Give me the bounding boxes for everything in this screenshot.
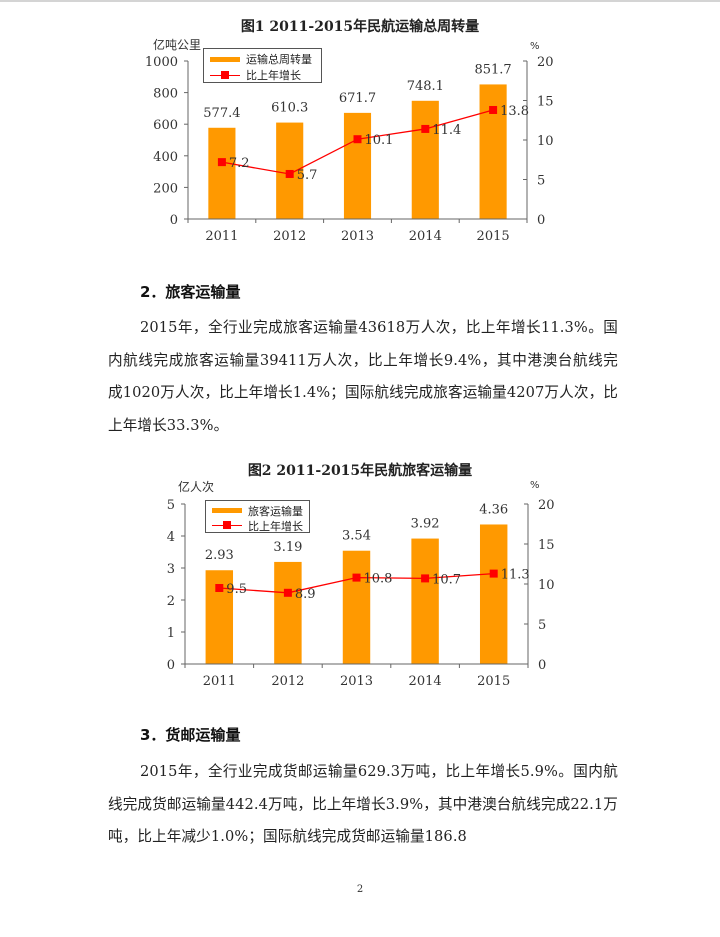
left-axis-unit: 亿人次: [178, 480, 215, 494]
left-axis-tick-label: 3: [167, 562, 175, 577]
bar: [208, 127, 236, 219]
left-axis-tick-label: 4: [167, 530, 175, 545]
line-marker: [283, 588, 292, 597]
line-marker-swatch-icon: [210, 70, 240, 80]
bar-swatch-icon: [212, 508, 242, 513]
right-axis-tick-label: 5: [538, 618, 546, 633]
chart-title: 图2 2011-2015年民航旅客运输量: [247, 463, 473, 479]
line-value-label: 11.4: [432, 123, 461, 138]
right-axis-tick-label: 20: [538, 498, 555, 513]
right-axis-tick-label: 0: [537, 213, 545, 228]
legend-item-bar: 旅客运输量: [212, 503, 303, 518]
line-marker: [352, 573, 361, 582]
line-value-label: 8.9: [295, 587, 316, 602]
x-axis-tick-label: 2013: [341, 229, 374, 244]
x-axis-tick-label: 2014: [409, 674, 442, 689]
bar-value-label: 851.7: [474, 62, 511, 77]
right-axis-tick-label: 0: [538, 658, 546, 673]
x-axis-tick-label: 2015: [477, 674, 510, 689]
line-marker: [353, 135, 362, 144]
bar: [274, 561, 302, 664]
x-axis-tick-label: 2014: [409, 229, 442, 244]
line-marker: [489, 569, 498, 578]
line-marker: [421, 574, 430, 583]
line-value-label: 5.7: [297, 168, 318, 183]
right-axis-tick-label: 10: [538, 578, 555, 593]
line-value-label: 13.8: [500, 104, 529, 119]
bar-value-label: 4.36: [479, 502, 508, 517]
chart-plot-area: 577.4 610.3671.7748.1851.7020040060080010…: [145, 55, 554, 244]
legend-item-bar: 运输总周转量: [210, 51, 315, 67]
line-marker: [489, 105, 498, 114]
line-marker: [215, 584, 224, 592]
legend-item-line: 比上年增长: [210, 67, 315, 83]
line-value-label: 9.5: [226, 582, 247, 597]
left-axis-tick-label: 0: [170, 213, 178, 228]
x-axis-tick-label: 2012: [271, 674, 304, 689]
bar: [411, 100, 439, 219]
legend-label: 旅客运输量: [248, 504, 303, 518]
legend-label: 比上年增长: [246, 69, 301, 82]
bar: [342, 550, 371, 664]
left-axis-unit: 亿吨公里: [153, 38, 202, 52]
right-axis-unit: %: [530, 41, 540, 52]
line-marker: [421, 124, 430, 133]
left-axis-tick-label: 0: [167, 658, 175, 673]
right-axis-unit: %: [530, 480, 540, 491]
left-axis-tick-label: 800: [153, 87, 178, 102]
legend-label: 运输总周转量: [246, 53, 312, 66]
line-value-label: 10.7: [432, 572, 461, 587]
x-axis-tick-label: 2011: [205, 229, 238, 244]
right-axis-tick-label: 15: [537, 95, 554, 110]
left-axis-tick-label: 200: [153, 181, 178, 196]
bar: [343, 112, 372, 219]
left-axis-tick-label: 2: [167, 594, 175, 609]
legend-label: 比上年增长: [248, 519, 303, 533]
x-axis-tick-label: 2013: [340, 674, 373, 689]
chart-title: 图1 2011-2015年民航运输总周转量: [240, 19, 480, 35]
left-axis-tick-label: 1000: [145, 55, 178, 70]
section-heading: 2．旅客运输量: [140, 283, 241, 301]
right-axis-tick-label: 5: [537, 174, 545, 189]
body-paragraph: 2015年，全行业完成货邮运输量629.3万吨，比上年增长5.9%。国内航线完成…: [108, 763, 618, 845]
line-marker: [285, 169, 294, 178]
left-axis-tick-label: 600: [153, 118, 178, 133]
x-axis-tick-label: 2012: [273, 229, 306, 244]
left-axis-tick-label: 5: [167, 498, 175, 513]
bar-value-label: 671.7: [339, 91, 376, 106]
right-axis-tick-label: 10: [537, 134, 554, 149]
chart-legend: 旅客运输量 比上年增长: [205, 500, 310, 533]
line-value-label: 10.1: [365, 133, 394, 148]
bar-swatch-icon: [210, 56, 240, 62]
bar-value-label: 3.19: [273, 540, 302, 555]
bar-value-label: 3.92: [411, 517, 440, 532]
section-heading: 3．货邮运输量: [140, 726, 241, 744]
bar-value-label: 577.4: [203, 106, 240, 121]
left-axis-tick-label: 1: [167, 626, 175, 641]
x-axis-tick-label: 2015: [477, 229, 510, 244]
bar-value-label: 2.93: [205, 548, 234, 563]
body-paragraph: 2015年，全行业完成旅客运输量43618万人次，比上年增长11.3%。国内航线…: [108, 319, 618, 434]
right-axis-tick-label: 20: [537, 55, 554, 70]
line-marker-swatch-icon: [212, 521, 242, 530]
line-value-label: 10.8: [364, 572, 393, 587]
x-axis-tick-label: 2011: [203, 674, 236, 689]
bar: [411, 538, 439, 664]
chart-legend: 运输总周转量 比上年增长: [203, 48, 322, 83]
page-number: 2: [356, 884, 364, 895]
left-axis-tick-label: 400: [153, 150, 178, 165]
bar-value-label: 3.54: [342, 529, 371, 544]
line-value-label: 11.3: [501, 568, 530, 583]
bar-value-label: 748.1: [407, 79, 444, 94]
bar: [479, 524, 508, 664]
bar-value-label: 610.3: [271, 101, 308, 116]
right-axis-tick-label: 15: [538, 538, 555, 553]
line-marker: [217, 158, 226, 167]
line-value-label: 7.2: [229, 156, 250, 171]
legend-item-line: 比上年增长: [212, 518, 303, 533]
